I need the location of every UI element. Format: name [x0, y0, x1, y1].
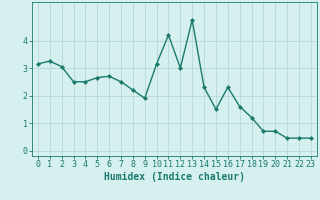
X-axis label: Humidex (Indice chaleur): Humidex (Indice chaleur) — [104, 172, 245, 182]
